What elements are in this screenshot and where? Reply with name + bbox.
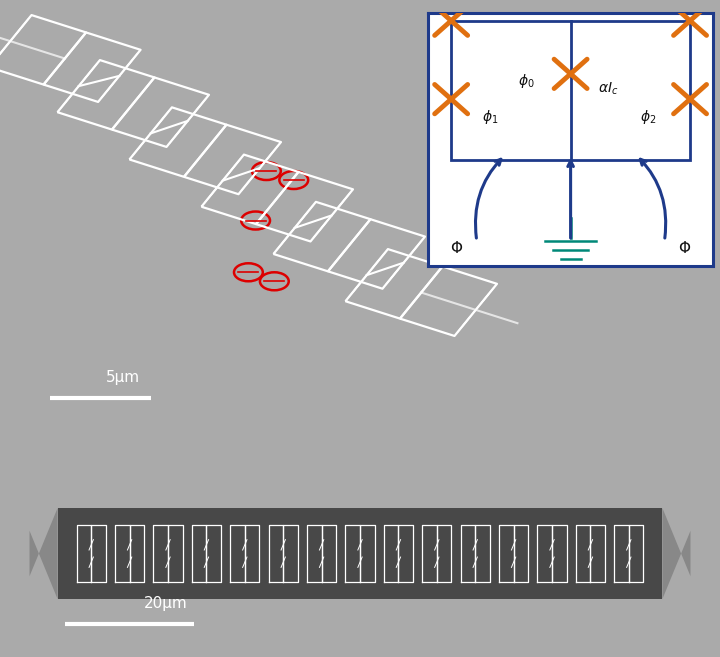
Bar [58,508,662,599]
Text: $\phi_1$: $\phi_1$ [482,108,499,126]
Bar [451,21,690,160]
Text: 5μm: 5μm [107,370,140,385]
Polygon shape [30,508,58,599]
Text: $\Phi$: $\Phi$ [450,240,464,256]
Text: $\phi_2$: $\phi_2$ [640,108,657,126]
Polygon shape [662,508,690,599]
Text: $\phi_0$: $\phi_0$ [518,72,535,91]
Text: $\Phi$: $\Phi$ [678,240,691,256]
Text: $\alpha I_c$: $\alpha I_c$ [598,81,618,97]
Text: 20μm: 20μm [143,597,187,612]
